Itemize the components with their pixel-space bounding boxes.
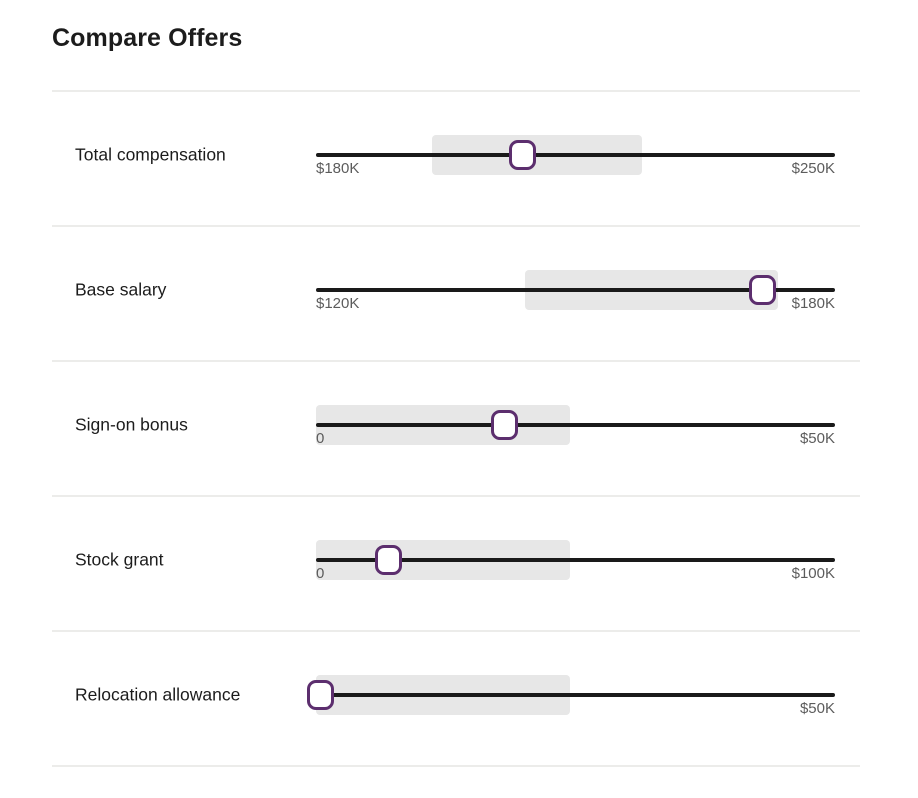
slider-track[interactable] [316,153,835,157]
slider-label: Relocation allowance [75,684,241,705]
min-value-label: 0 [316,565,325,582]
slider-label: Total compensation [75,144,226,165]
min-value-label: $120K [316,295,360,312]
slider-handle[interactable] [491,410,519,440]
slider-label: Base salary [75,279,167,300]
slider-track[interactable] [316,693,835,697]
slider-track[interactable] [316,558,835,562]
max-value-label: $50K [799,430,835,447]
max-value-label: $250K [791,160,835,177]
min-value-label: 0 [316,430,325,447]
panel-header: Compare Offers [52,0,860,92]
min-value-label: $180K [316,160,360,177]
max-value-label: $100K [791,565,835,582]
max-value-label: $50K [799,700,835,717]
compare-offers-panel: Compare Offers Total compensation $180K … [52,0,860,767]
slider-handle[interactable] [306,680,334,710]
slider-row: Stock grant 0 $100K [52,497,860,632]
slider-handle[interactable] [374,545,402,575]
slider-label: Sign-on bonus [75,414,188,435]
max-value-label: $180K [791,295,835,312]
page-title: Compare Offers [52,24,243,52]
slider-label: Stock grant [75,549,164,570]
slider-track[interactable] [316,423,835,427]
slider-row: Relocation allowance $50K [52,632,860,767]
slider-row: Total compensation $180K $250K [52,92,860,227]
slider-list: Total compensation $180K $250K Base sala… [52,92,860,767]
slider-handle[interactable] [749,275,777,305]
slider-track[interactable] [316,288,835,292]
slider-handle[interactable] [508,140,536,170]
slider-row: Base salary $120K $180K [52,227,860,362]
slider-row: Sign-on bonus 0 $50K [52,362,860,497]
